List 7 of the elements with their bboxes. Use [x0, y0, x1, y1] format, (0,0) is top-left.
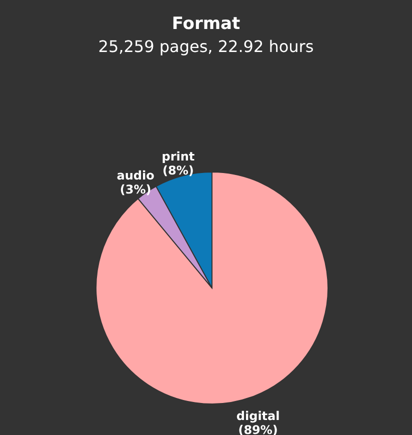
data-label: (8%)	[162, 163, 194, 178]
chart-title: Format	[172, 14, 240, 34]
slice-label: audio	[116, 168, 154, 183]
slice-label: digital	[236, 408, 280, 423]
chart-subtitle: 25,259 pages, 22.92 hours	[98, 37, 314, 56]
data-label: (3%)	[120, 182, 152, 197]
slice-label: print	[162, 149, 195, 164]
